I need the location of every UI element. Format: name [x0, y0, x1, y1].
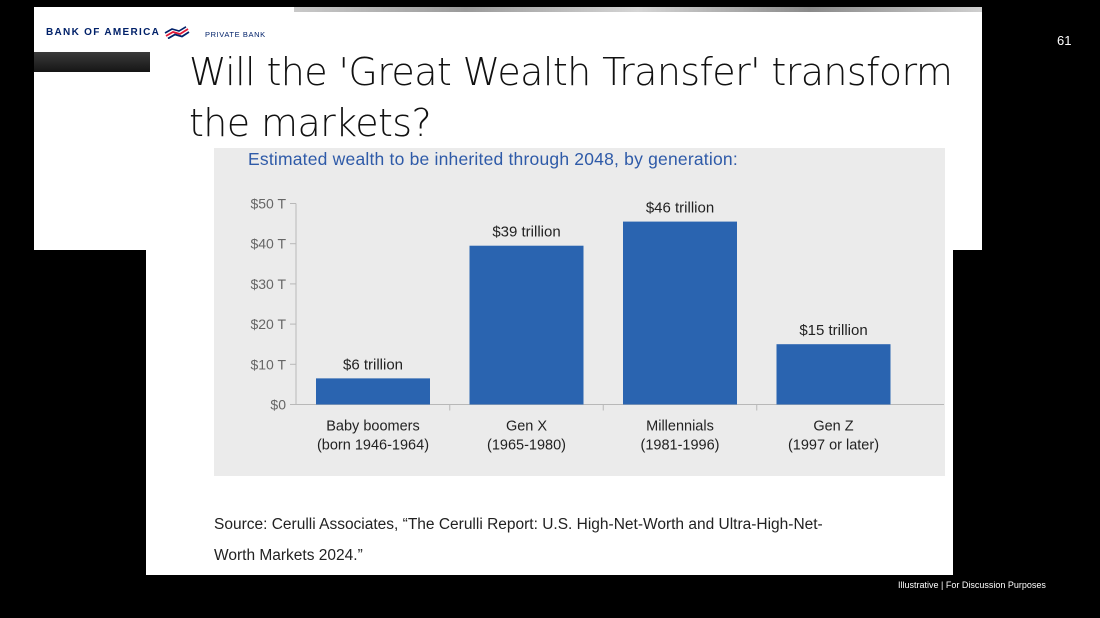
y-tick-label: $40 T	[250, 236, 286, 252]
category-sublabel: (1997 or later)	[788, 438, 879, 454]
page-title-line2: the markets?	[189, 101, 432, 145]
header-photo	[34, 52, 150, 72]
category-sublabel: (1965-1980)	[487, 438, 566, 454]
footer-note: Illustrative | For Discussion Purposes	[898, 580, 1046, 590]
category-label: Baby boomers	[326, 419, 420, 435]
y-tick-label: $20 T	[250, 316, 286, 332]
private-bank-label: PRIVATE BANK	[205, 30, 266, 39]
y-tick-label: $30 T	[250, 276, 286, 292]
flag-logo-icon	[164, 26, 190, 39]
category-label: Millennials	[646, 419, 714, 435]
y-tick-label: $0	[270, 397, 286, 413]
category-sublabel: (born 1946-1964)	[317, 438, 429, 454]
chart-title: Estimated wealth to be inherited through…	[248, 149, 738, 169]
category-label: Gen Z	[813, 419, 853, 435]
chart-card: $0 $10 T $20 T $30 T $40 T $50 T $6 trillion Ba…	[146, 148, 953, 575]
source-line-1: Source: Cerulli Associates, “The Cerulli…	[214, 516, 823, 533]
category-sublabel: (1981-1996)	[641, 438, 720, 454]
y-tick-label: $50 T	[250, 196, 286, 212]
header-image-strip	[294, 7, 982, 12]
bar-value-label: $46 trillion	[646, 200, 714, 217]
category-label: Gen X	[506, 419, 547, 435]
bar	[776, 344, 891, 405]
source-line-2: Worth Markets 2024.”	[214, 547, 363, 564]
bank-logo: BANK OF AMERICA	[46, 26, 190, 39]
page-number: 61	[1057, 33, 1072, 48]
bar-value-label: $39 trillion	[492, 224, 560, 241]
page-title: Will the 'Great Wealth Transfer' transfo…	[189, 47, 969, 149]
bar-chart: $0 $10 T $20 T $30 T $40 T $50 T $6 trillion Ba…	[250, 196, 944, 454]
bar-value-label: $15 trillion	[799, 322, 867, 339]
bar	[469, 245, 584, 405]
y-tick-label: $10 T	[250, 356, 286, 372]
brand-name: BANK OF AMERICA	[46, 27, 161, 38]
page-title-line1: Will the 'Great Wealth Transfer' transfo…	[189, 50, 953, 94]
bar	[316, 378, 430, 405]
bar-value-label: $6 trillion	[343, 356, 403, 373]
bar	[623, 221, 737, 405]
